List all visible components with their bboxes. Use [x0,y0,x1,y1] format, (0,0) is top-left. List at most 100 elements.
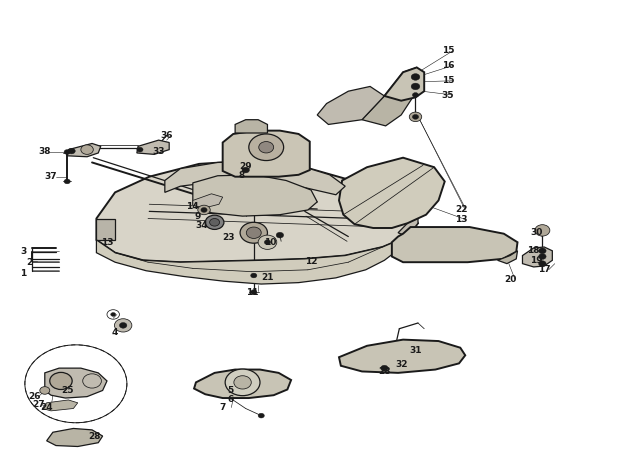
Text: 17: 17 [538,266,550,274]
Text: 12: 12 [305,257,317,266]
Polygon shape [223,131,310,177]
Circle shape [539,254,546,259]
Text: 19: 19 [530,256,542,265]
Text: 5: 5 [227,386,233,395]
Polygon shape [193,175,317,216]
Circle shape [276,232,284,238]
Polygon shape [67,143,101,157]
Circle shape [258,235,277,249]
Circle shape [539,248,546,254]
Circle shape [409,112,422,122]
Text: 14: 14 [187,202,199,211]
Polygon shape [392,227,518,262]
Polygon shape [96,161,418,262]
Polygon shape [498,251,518,264]
Circle shape [114,319,132,332]
Text: 34: 34 [196,221,208,230]
Text: 7: 7 [220,403,226,412]
Text: 21: 21 [261,274,274,282]
Text: 22: 22 [455,206,468,214]
Circle shape [381,365,388,371]
Text: 3: 3 [21,247,27,256]
Text: 15: 15 [442,47,454,55]
Circle shape [111,313,116,316]
Circle shape [201,208,207,212]
Circle shape [249,134,284,161]
Text: 36: 36 [160,131,173,140]
Text: 13: 13 [455,215,468,224]
Text: 32: 32 [395,361,407,369]
Text: 28: 28 [88,432,101,440]
Circle shape [251,273,257,278]
Text: 15: 15 [442,76,454,85]
Circle shape [198,205,210,215]
Circle shape [205,215,224,229]
Circle shape [240,222,267,243]
Text: 2: 2 [27,258,33,266]
Circle shape [81,145,93,154]
Circle shape [68,148,75,154]
Text: 38: 38 [39,148,51,156]
Polygon shape [384,67,424,101]
Circle shape [42,389,47,392]
Text: 8: 8 [238,171,244,180]
Polygon shape [165,162,345,195]
Circle shape [412,114,419,119]
Text: 28: 28 [378,367,391,376]
Circle shape [539,261,546,266]
Circle shape [411,74,420,80]
Text: 20: 20 [504,275,516,284]
Text: 30: 30 [530,228,542,237]
Polygon shape [45,368,107,398]
Circle shape [264,240,271,245]
Circle shape [50,372,72,390]
Circle shape [57,378,65,384]
Text: 27: 27 [32,400,45,409]
Text: 23: 23 [223,233,235,242]
Circle shape [225,369,260,396]
Polygon shape [137,140,169,154]
Polygon shape [339,158,445,228]
Polygon shape [235,120,267,133]
Polygon shape [96,218,115,240]
Text: 11: 11 [246,288,258,296]
Text: 31: 31 [409,346,422,355]
Polygon shape [194,370,291,398]
Circle shape [258,413,264,418]
Circle shape [242,167,249,173]
Text: 29: 29 [239,162,252,171]
Polygon shape [339,340,465,373]
Circle shape [246,227,261,238]
Text: 18: 18 [527,247,540,255]
Circle shape [40,387,50,394]
Polygon shape [398,210,418,237]
Text: 24: 24 [40,403,53,412]
Text: 1: 1 [21,269,27,277]
Circle shape [83,374,101,388]
Circle shape [259,142,274,153]
Text: 4: 4 [112,328,118,337]
Circle shape [64,179,70,184]
Circle shape [210,218,220,226]
Circle shape [412,93,419,97]
Polygon shape [42,400,78,411]
Text: 37: 37 [45,172,57,181]
Circle shape [535,225,550,236]
Polygon shape [96,237,407,284]
Polygon shape [47,428,103,446]
Circle shape [234,376,251,389]
Text: 33: 33 [152,148,165,156]
Polygon shape [522,247,552,267]
Polygon shape [317,86,384,124]
Polygon shape [362,67,423,126]
Text: 10: 10 [264,238,277,247]
Text: 16: 16 [442,61,454,70]
Text: 9: 9 [195,212,201,220]
Circle shape [64,150,70,154]
Circle shape [251,290,257,294]
Circle shape [119,323,127,328]
Text: 35: 35 [442,91,454,99]
Circle shape [137,147,143,152]
Text: 26: 26 [28,392,40,401]
Text: 25: 25 [61,386,73,395]
